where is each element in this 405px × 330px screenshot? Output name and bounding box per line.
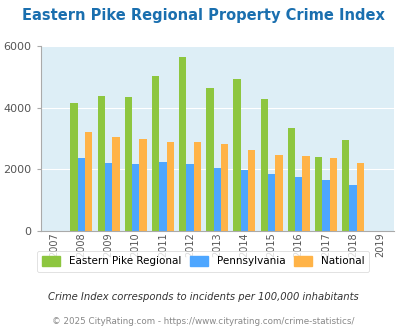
Bar: [139, 139, 146, 231]
Bar: [314, 157, 322, 231]
Bar: [104, 163, 112, 231]
Bar: [267, 174, 275, 231]
Bar: [77, 158, 85, 231]
Bar: [85, 132, 92, 231]
Text: © 2025 CityRating.com - https://www.cityrating.com/crime-statistics/: © 2025 CityRating.com - https://www.city…: [51, 317, 354, 326]
Bar: [233, 79, 240, 231]
Bar: [322, 180, 329, 231]
Bar: [166, 142, 173, 231]
Bar: [132, 164, 139, 231]
Bar: [287, 128, 294, 231]
Bar: [341, 140, 349, 231]
Bar: [151, 76, 159, 231]
Bar: [260, 99, 267, 231]
Bar: [302, 156, 309, 231]
Text: Eastern Pike Regional Property Crime Index: Eastern Pike Regional Property Crime Ind…: [21, 8, 384, 23]
Bar: [240, 170, 247, 231]
Bar: [247, 150, 255, 231]
Bar: [213, 168, 220, 231]
Bar: [275, 155, 282, 231]
Bar: [220, 144, 228, 231]
Bar: [124, 97, 132, 231]
Text: Crime Index corresponds to incidents per 100,000 inhabitants: Crime Index corresponds to incidents per…: [47, 292, 358, 302]
Legend: Eastern Pike Regional, Pennsylvania, National: Eastern Pike Regional, Pennsylvania, Nat…: [36, 251, 369, 272]
Bar: [112, 137, 119, 231]
Bar: [186, 164, 193, 231]
Bar: [329, 158, 336, 231]
Bar: [349, 185, 356, 231]
Bar: [97, 96, 104, 231]
Bar: [206, 88, 213, 231]
Bar: [356, 163, 363, 231]
Bar: [179, 57, 186, 231]
Bar: [193, 142, 200, 231]
Bar: [294, 178, 302, 231]
Bar: [70, 103, 77, 231]
Bar: [159, 162, 166, 231]
